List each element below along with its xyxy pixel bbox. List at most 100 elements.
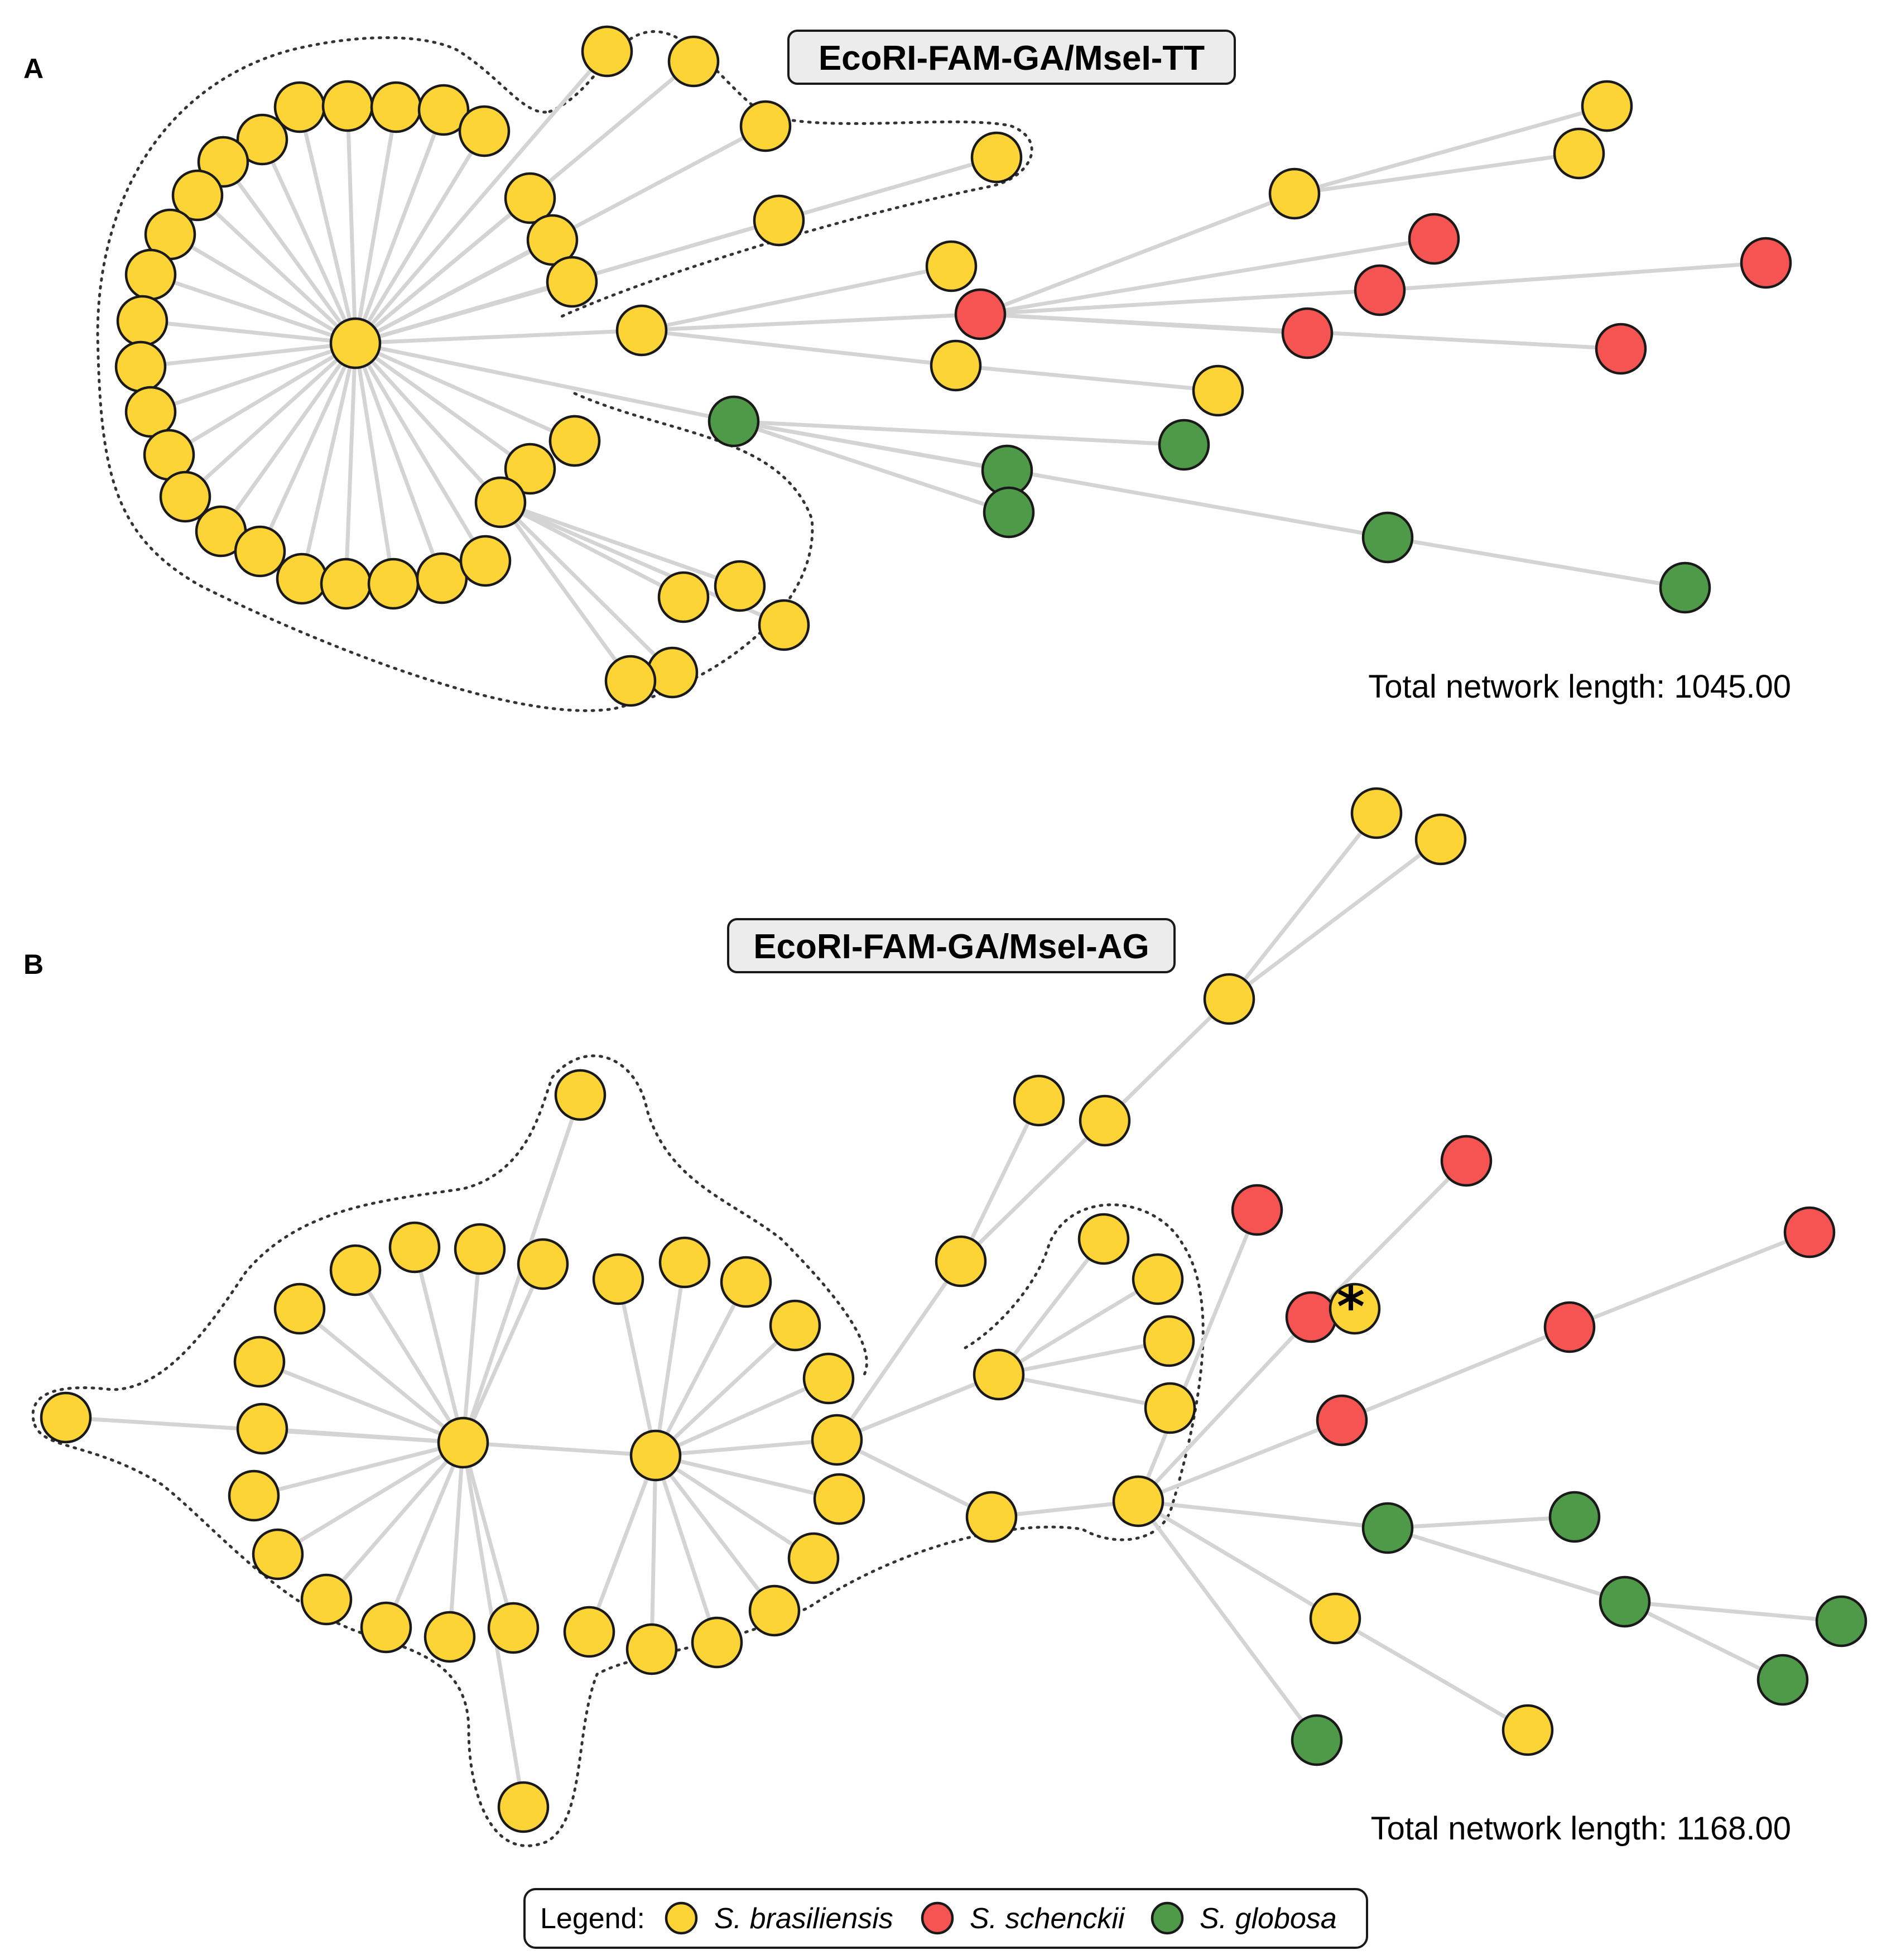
panel-a-node-brasiliensis <box>1553 127 1605 180</box>
panel-b-edge <box>461 1248 482 1443</box>
panel-b-edge <box>836 1372 1000 1442</box>
panel-a-node-brasiliensis <box>320 558 372 610</box>
legend-item-schenckii: S. schenckii <box>970 1903 1125 1935</box>
panel-a-edge <box>733 419 1185 447</box>
panel-b-edge <box>1387 1515 1575 1530</box>
panel-a: A EcoRI-FAM-GA/MseI-TT Total network len… <box>23 25 1792 712</box>
panel-a-node-schenckii <box>1354 264 1406 316</box>
panel-a-node-brasiliensis <box>615 304 668 357</box>
panel-a-edge <box>1294 104 1608 196</box>
panel-a-edge <box>1387 535 1686 590</box>
panel-b-node-brasiliensis <box>1309 1592 1361 1645</box>
panel-a-edge <box>355 341 734 424</box>
panel-a-edge <box>1379 261 1767 292</box>
panel-a-edge <box>733 419 1388 540</box>
panel-a-node-brasiliensis <box>474 476 527 529</box>
panel-b-edge <box>384 1442 465 1628</box>
panel-b-node-globosa <box>1815 1595 1868 1647</box>
panel-b-node-globosa <box>1291 1714 1343 1766</box>
panel-a-edge <box>354 341 576 443</box>
panel-b-edge <box>1136 1209 1259 1502</box>
panel-b-node-brasiliensis <box>935 1235 987 1288</box>
panel-a-node-brasiliensis <box>504 443 556 495</box>
panel-a-node-schenckii <box>1408 213 1460 265</box>
panel-a-edge <box>260 138 358 344</box>
panel-a-node-brasiliensis <box>526 214 579 266</box>
panel-b-node-brasiliensis <box>487 1602 540 1654</box>
panel-b-node-brasiliensis <box>1329 1282 1381 1335</box>
panel-b-node-brasiliensis <box>1144 1382 1196 1434</box>
panel-a-edge <box>140 341 356 369</box>
panel-a-node-brasiliensis <box>930 339 982 392</box>
legend: Legend: S. brasiliensis S. schenckii S. … <box>523 1888 1368 1949</box>
panel-b-edge <box>616 1279 658 1456</box>
panel-b-node-globosa <box>1756 1654 1809 1706</box>
panel-b-edge <box>1137 1418 1343 1503</box>
panel-a-total-length: Total network length: 1045.00 <box>1368 669 1791 705</box>
panel-b-node-brasiliensis <box>1132 1253 1184 1305</box>
panel-a-node-brasiliensis <box>1581 80 1633 132</box>
panel-b: B EcoRI-FAM-GA/MseI-AG * Total network l… <box>23 787 1868 1847</box>
panel-b-node-brasiliensis <box>236 1402 288 1455</box>
panel-b-node-brasiliensis <box>437 1416 489 1469</box>
panel-a-node-brasiliensis <box>546 256 598 308</box>
panel-b-edge <box>998 1339 1169 1377</box>
panel-b-edge <box>298 1307 465 1444</box>
panel-b-node-brasiliensis <box>497 1781 550 1833</box>
panel-b-edge <box>959 1119 1106 1263</box>
panel-b-edge <box>412 1247 465 1443</box>
panel-a-edge <box>499 501 674 674</box>
legend-swatch-brasiliensis <box>665 1901 698 1935</box>
panel-b-edge <box>1137 1500 1318 1742</box>
panel-a-node-brasiliensis <box>370 81 422 133</box>
panel-a-title: EcoRI-FAM-GA/MseI-TT <box>819 39 1205 78</box>
panel-b-node-globosa <box>1548 1491 1601 1543</box>
panel-a-node-brasiliensis <box>276 553 328 605</box>
panel-b-node-brasiliensis <box>1112 1475 1164 1527</box>
panel-a-edge <box>222 160 357 345</box>
panel-b-edge <box>997 1237 1105 1376</box>
panel-b-node-brasiliensis <box>625 1623 678 1675</box>
panel-a-node-brasiliensis <box>114 340 167 393</box>
panel-b-edge <box>998 1277 1159 1377</box>
panel-b-edge <box>1334 1616 1529 1732</box>
panel-b-total-length: Total network length: 1168.00 <box>1371 1810 1791 1847</box>
panel-a-node-brasiliensis <box>367 558 420 610</box>
panel-a-node-brasiliensis <box>159 470 211 523</box>
panel-b-edge <box>461 1263 545 1444</box>
panel-a-edge <box>641 312 981 333</box>
panel-b-edge <box>1138 1499 1388 1530</box>
panel-b-node-brasiliensis <box>973 1348 1025 1401</box>
panel-b-node-brasiliensis <box>1350 787 1403 839</box>
panel-b-node-schenckii <box>1316 1394 1368 1447</box>
panel-a-edge <box>354 342 532 470</box>
panel-a-node-brasiliensis <box>604 655 657 707</box>
panel-a-node-brasiliensis <box>124 248 177 301</box>
panel-b-edge <box>587 1454 658 1633</box>
panel-b-node-brasiliensis <box>811 1414 863 1466</box>
panel-a-edge <box>258 342 358 553</box>
panel-b-edge <box>653 1454 719 1644</box>
panel-b-title-box: EcoRI-FAM-GA/MseI-AG <box>727 918 1176 973</box>
panel-a-edge <box>345 105 358 344</box>
panel-b-edge <box>463 1440 656 1458</box>
panel-a-edge <box>184 342 357 498</box>
panel-b-node-brasiliensis <box>691 1616 743 1669</box>
panel-a-node-brasiliensis <box>548 415 601 467</box>
panel-a-node-schenckii <box>1740 237 1792 289</box>
panel-b-asterisk-marker: * <box>1337 1276 1365 1338</box>
legend-item-brasiliensis: S. brasiliensis <box>714 1903 893 1935</box>
panel-a-edge <box>150 341 357 414</box>
panel-b-node-brasiliensis <box>1079 1094 1131 1147</box>
panel-a-title-box: EcoRI-FAM-GA/MseI-TT <box>787 30 1236 85</box>
panel-a-edge <box>150 272 357 345</box>
panel-b-node-brasiliensis <box>1203 973 1255 1025</box>
panel-b-cluster-outline <box>31 1054 1205 1847</box>
panel-a-node-brasiliensis <box>758 599 810 651</box>
panel-a-edge <box>355 328 642 345</box>
panel-a-node-brasiliensis <box>581 25 633 78</box>
panel-a-edge <box>499 501 632 683</box>
panel-a-node-globosa <box>1361 511 1414 564</box>
panel-a-node-brasiliensis <box>504 172 556 224</box>
panel-b-edge <box>447 1442 465 1637</box>
